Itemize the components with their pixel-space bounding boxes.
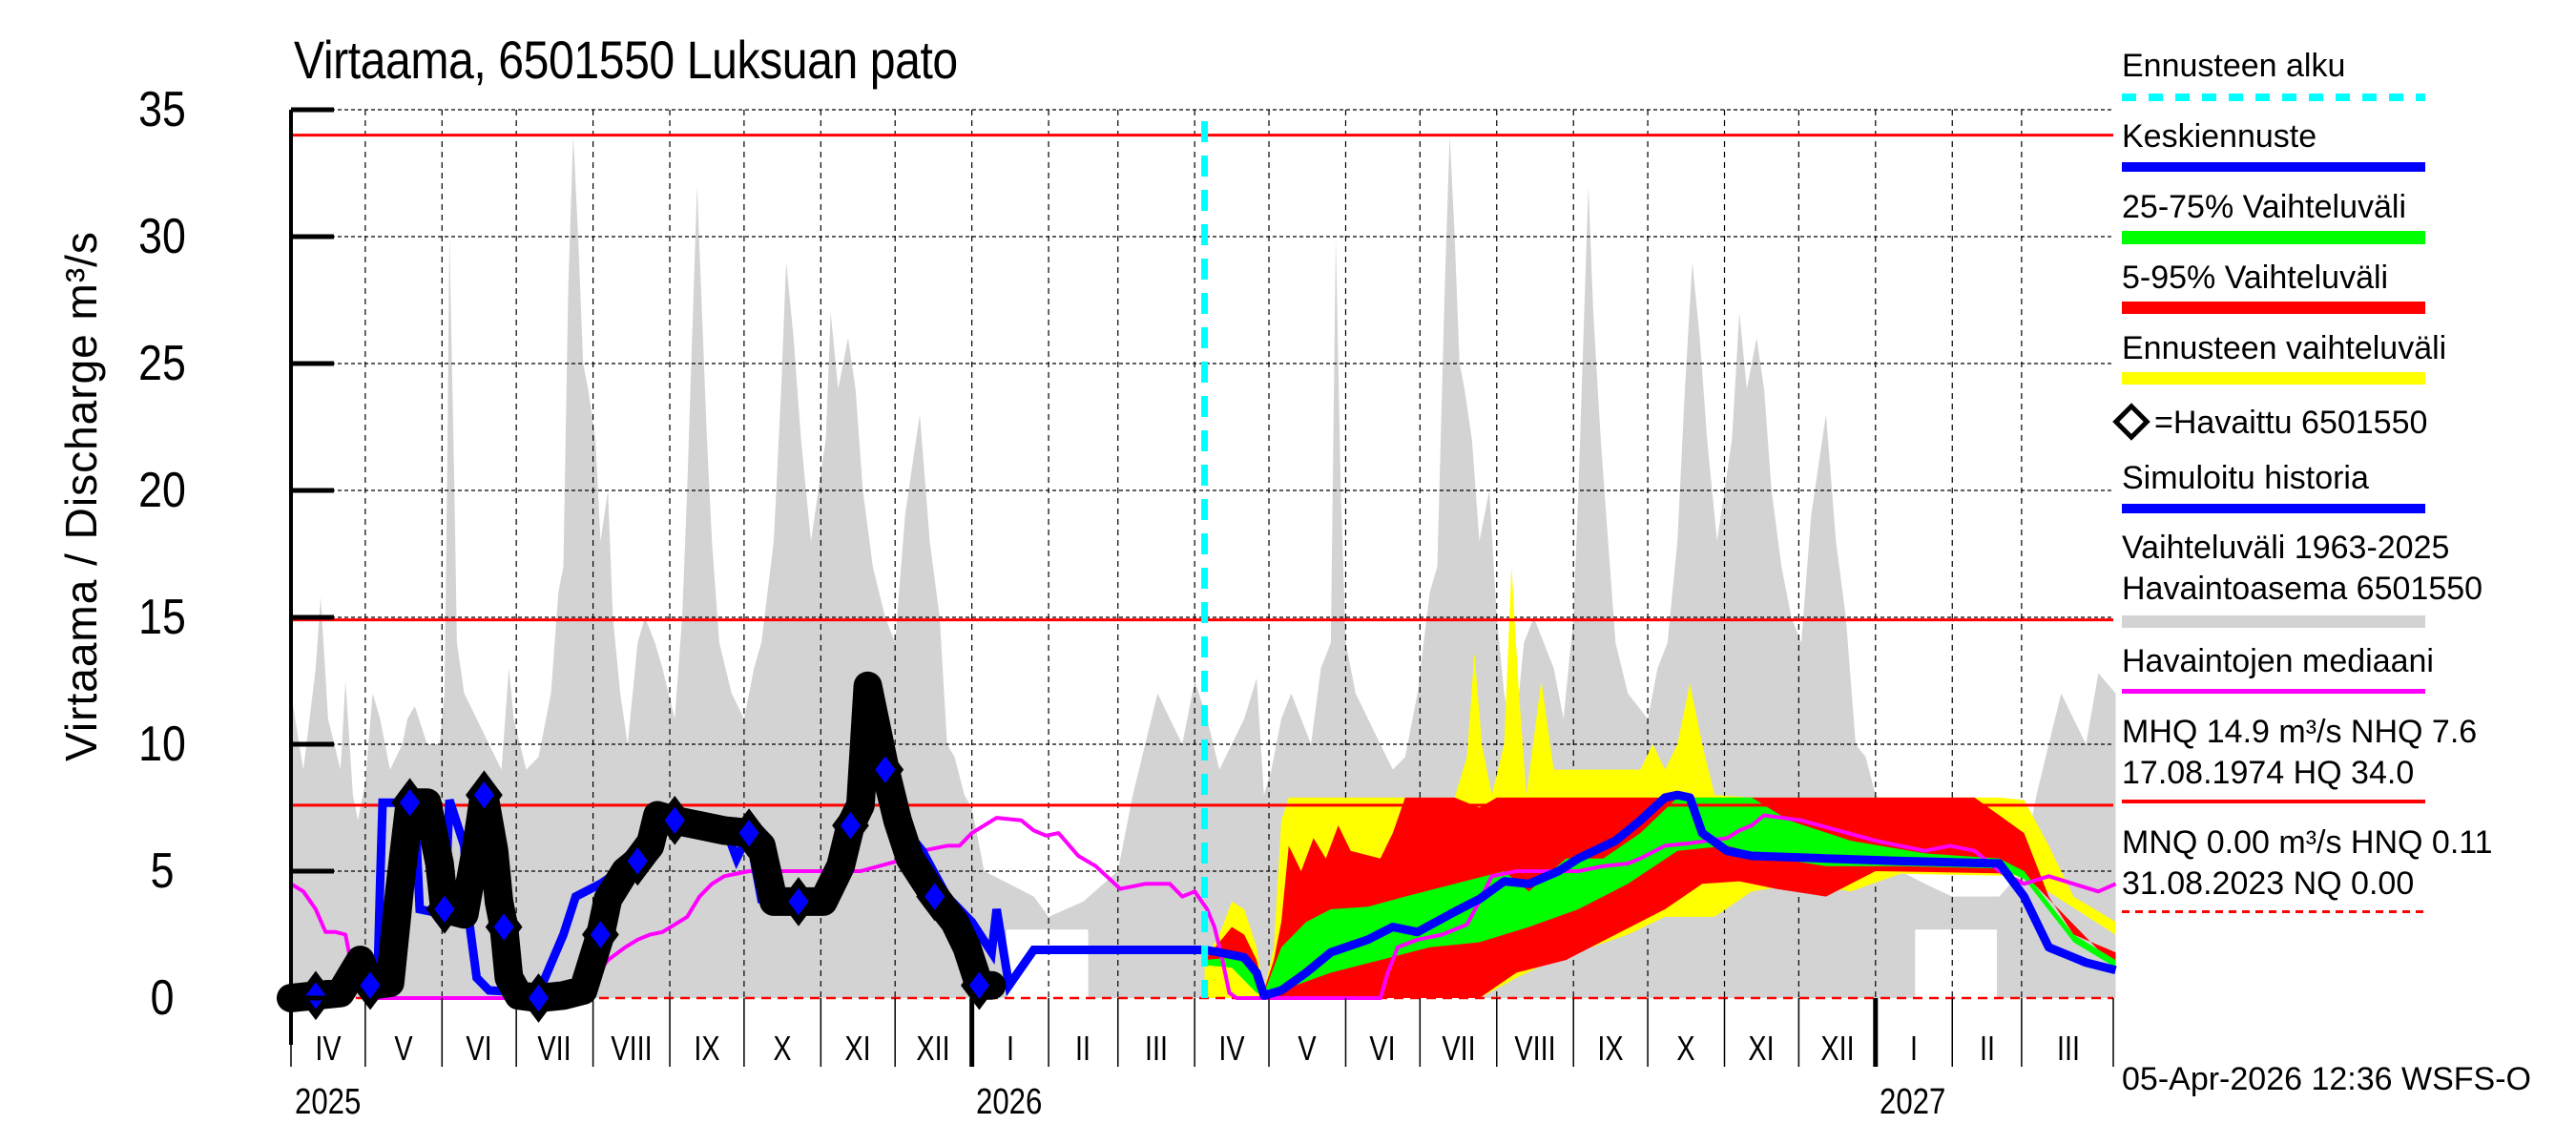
- y-tick-label: 35: [138, 82, 186, 137]
- x-month-label: IX: [1597, 1029, 1624, 1068]
- y-tick-label: 25: [138, 336, 186, 391]
- observed-markers: [277, 671, 1007, 1023]
- x-month-label: I: [1006, 1029, 1014, 1068]
- red-dashed-line-icon: [2122, 910, 2425, 913]
- x-month-label: XII: [1819, 1029, 1855, 1068]
- x-year-label: 2026: [975, 1082, 1042, 1122]
- chart-title: Virtaama, 6501550 Luksuan pato: [294, 30, 958, 90]
- x-month-label: XI: [1748, 1029, 1776, 1068]
- y-tick-label: 0: [150, 970, 175, 1026]
- x-month-label: IX: [694, 1029, 720, 1068]
- x-month-label: II: [1075, 1029, 1091, 1068]
- y-axis-label: Virtaama / Discharge m³/s: [56, 231, 106, 761]
- x-month-label: V: [1298, 1029, 1317, 1068]
- x-month-label: VI: [466, 1029, 492, 1068]
- y-tick-label: 20: [138, 463, 186, 518]
- x-month-label: VII: [537, 1029, 571, 1068]
- x-year-label: 2025: [295, 1082, 362, 1122]
- x-month-label: IV: [1218, 1029, 1245, 1068]
- x-month-label: III: [1144, 1029, 1168, 1068]
- x-month-label: VIII: [1514, 1029, 1556, 1068]
- x-month-label: III: [2057, 1029, 2081, 1068]
- x-month-label: XI: [844, 1029, 871, 1068]
- x-month-label: X: [1676, 1029, 1695, 1068]
- green-band-icon: [2122, 231, 2425, 244]
- red-band-icon: [2122, 302, 2425, 314]
- magenta-line-icon: [2122, 689, 2425, 694]
- yellow-band-icon: [2122, 372, 2425, 385]
- dashed-line-icon: [2122, 94, 2425, 101]
- x-month-label: VIII: [611, 1029, 653, 1068]
- x-year-label: 2027: [1879, 1082, 1946, 1122]
- red-line-icon: [2122, 800, 2425, 803]
- x-month-label: VII: [1441, 1029, 1476, 1068]
- x-month-label: II: [1979, 1029, 1995, 1068]
- y-tick-label: 10: [138, 717, 186, 772]
- x-month-label: V: [394, 1029, 413, 1068]
- diamond-icon: [2112, 403, 2150, 441]
- x-month-label: X: [773, 1029, 792, 1068]
- blue-line-icon: [2122, 504, 2425, 513]
- x-month-label: XII: [916, 1029, 950, 1068]
- y-tick-label: 30: [138, 209, 186, 264]
- x-month-label: VI: [1369, 1029, 1396, 1068]
- axes: [289, 107, 2114, 1067]
- y-tick-label: 15: [138, 590, 186, 645]
- x-month-label: IV: [315, 1029, 342, 1068]
- timestamp-footer: 05-Apr-2026 12:36 WSFS-O: [2122, 1061, 2531, 1097]
- y-tick-label: 5: [150, 843, 175, 899]
- forecast-bands: [1204, 566, 2116, 998]
- grey-band-icon: [2122, 615, 2425, 628]
- x-month-label: I: [1910, 1029, 1919, 1068]
- blue-line-icon: [2122, 162, 2425, 172]
